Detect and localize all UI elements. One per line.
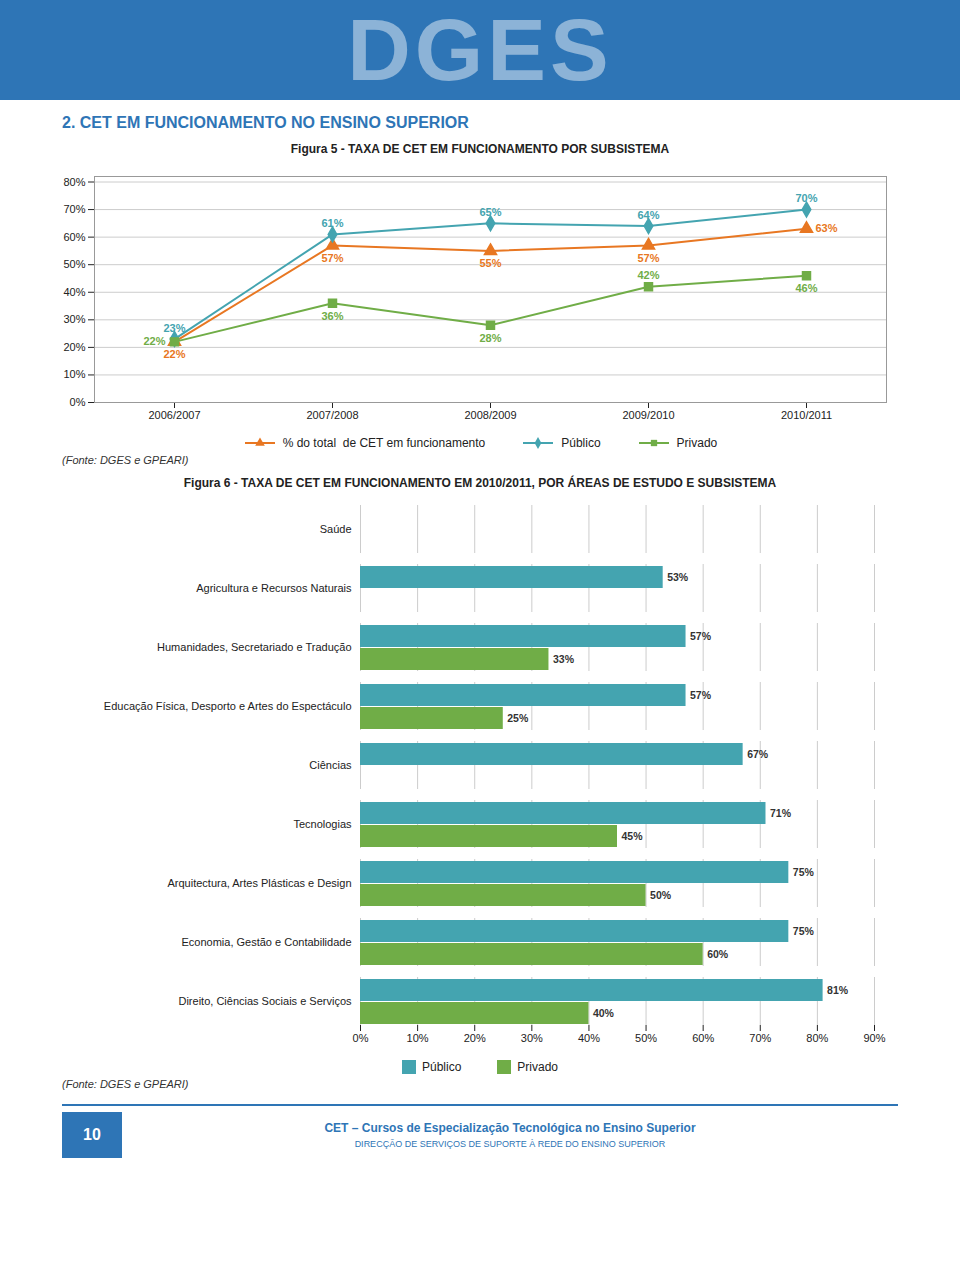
- svg-text:67%: 67%: [747, 748, 769, 760]
- svg-text:60%: 60%: [707, 948, 729, 960]
- svg-text:71%: 71%: [770, 807, 792, 819]
- svg-text:20%: 20%: [63, 341, 85, 353]
- svg-text:2010/2011: 2010/2011: [781, 409, 832, 421]
- svg-text:Educação Física, Desporto e Ar: Educação Física, Desporto e Artes do Esp…: [104, 700, 352, 712]
- svg-text:80%: 80%: [63, 176, 85, 188]
- svg-text:60%: 60%: [63, 231, 85, 243]
- svg-text:25%: 25%: [507, 712, 529, 724]
- html-text:DGES: DGES: [347, 0, 613, 99]
- html-text:DIRECÇÃO DE SERVIÇOS DE SUPORT: DIRECÇÃO DE SERVIÇOS DE SUPORTE À REDE D…: [354, 1139, 666, 1149]
- svg-text:46%: 46%: [795, 282, 817, 294]
- svg-text:42%: 42%: [637, 269, 659, 281]
- html-text:% do total de CET em funcionam: % do total de CET em funcionamento: [282, 436, 486, 450]
- svg-text:50%: 50%: [635, 1032, 657, 1044]
- svg-text:90%: 90%: [863, 1032, 885, 1044]
- svg-text:64%: 64%: [637, 209, 659, 221]
- svg-text:0%: 0%: [70, 396, 86, 408]
- svg-text:57%: 57%: [690, 630, 712, 642]
- svg-text:53%: 53%: [667, 571, 689, 583]
- svg-text:65%: 65%: [479, 206, 501, 218]
- svg-text:61%: 61%: [321, 217, 343, 229]
- svg-text:70%: 70%: [795, 192, 817, 204]
- svg-text:2006/2007: 2006/2007: [149, 409, 201, 421]
- svg-text:28%: 28%: [479, 332, 501, 344]
- html-text:(Fonte: DGES e GPEARI): (Fonte: DGES e GPEARI): [62, 1078, 189, 1090]
- html-text:2. CET EM FUNCIONAMENTO NO ENS: 2. CET EM FUNCIONAMENTO NO ENSINO SUPERI…: [62, 114, 469, 131]
- svg-text:20%: 20%: [464, 1032, 486, 1044]
- html-text:Figura 5 - TAXA DE CET EM FUNC: Figura 5 - TAXA DE CET EM FUNCIONAMENTO …: [290, 142, 670, 156]
- svg-text:50%: 50%: [63, 258, 85, 270]
- svg-text:36%: 36%: [321, 310, 343, 322]
- svg-text:45%: 45%: [622, 830, 644, 842]
- svg-text:30%: 30%: [63, 313, 85, 325]
- svg-text:75%: 75%: [793, 925, 815, 937]
- svg-text:40%: 40%: [63, 286, 85, 298]
- html-text:Privado: Privado: [517, 1060, 558, 1074]
- svg-text:Direito, Ciências Sociais e Se: Direito, Ciências Sociais e Serviços: [178, 995, 352, 1007]
- html-text:CET – Cursos de Especialização: CET – Cursos de Especialização Tecnológi…: [324, 1121, 696, 1135]
- svg-text:70%: 70%: [749, 1032, 771, 1044]
- svg-text:81%: 81%: [827, 984, 849, 996]
- svg-text:10%: 10%: [63, 368, 85, 380]
- svg-text:75%: 75%: [793, 866, 815, 878]
- html-text:Privado: Privado: [676, 436, 718, 450]
- svg-text:Arquitectura, Artes Plásticas: Arquitectura, Artes Plásticas e Design: [167, 877, 351, 889]
- svg-text:57%: 57%: [321, 252, 343, 264]
- svg-text:80%: 80%: [806, 1032, 828, 1044]
- svg-text:60%: 60%: [692, 1032, 714, 1044]
- svg-text:Tecnologias: Tecnologias: [293, 818, 352, 830]
- svg-text:22%: 22%: [163, 348, 185, 360]
- html-text:10: 10: [83, 1126, 101, 1143]
- svg-text:57%: 57%: [690, 689, 712, 701]
- html-text:Público: Público: [422, 1060, 462, 1074]
- html-text:(Fonte: DGES e GPEARI): (Fonte: DGES e GPEARI): [62, 454, 189, 466]
- svg-text:70%: 70%: [63, 203, 85, 215]
- html-text:Figura 6 - TAXA DE CET EM FUNC: Figura 6 - TAXA DE CET EM FUNCIONAMENTO …: [183, 476, 777, 490]
- svg-text:33%: 33%: [553, 653, 575, 665]
- svg-text:40%: 40%: [578, 1032, 600, 1044]
- svg-text:Saúde: Saúde: [320, 523, 352, 535]
- svg-text:10%: 10%: [407, 1032, 429, 1044]
- svg-text:50%: 50%: [650, 889, 672, 901]
- html-text:Público: Público: [561, 436, 601, 450]
- svg-text:Economia, Gestão e Contabilida: Economia, Gestão e Contabilidade: [182, 936, 352, 948]
- svg-text:2008/2009: 2008/2009: [465, 409, 517, 421]
- svg-text:57%: 57%: [637, 252, 659, 264]
- svg-text:30%: 30%: [521, 1032, 543, 1044]
- svg-text:2009/2010: 2009/2010: [623, 409, 675, 421]
- svg-text:Humanidades, Secretariado e Tr: Humanidades, Secretariado e Tradução: [157, 641, 351, 653]
- svg-text:63%: 63%: [816, 222, 838, 234]
- svg-text:Agricultura e Recursos Naturai: Agricultura e Recursos Naturais: [196, 582, 352, 594]
- svg-text:0%: 0%: [353, 1032, 369, 1044]
- svg-text:2007/2008: 2007/2008: [307, 409, 359, 421]
- svg-text:23%: 23%: [163, 322, 185, 334]
- svg-text:55%: 55%: [479, 257, 501, 269]
- svg-text:Ciências: Ciências: [309, 759, 352, 771]
- svg-text:40%: 40%: [593, 1007, 615, 1019]
- svg-text:22%: 22%: [143, 335, 165, 347]
